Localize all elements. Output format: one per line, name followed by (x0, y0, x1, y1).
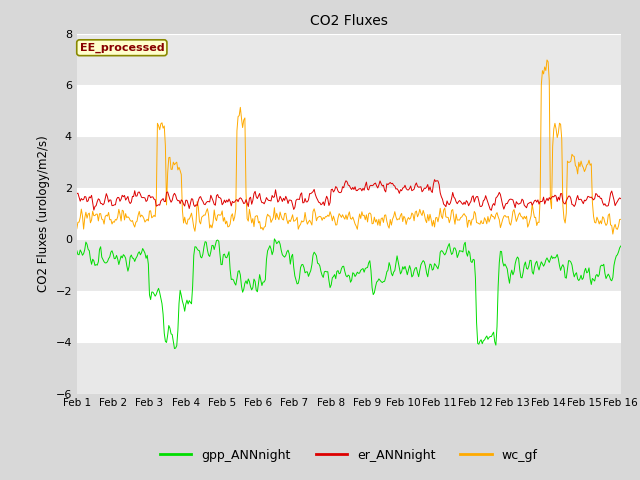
Legend: gpp_ANNnight, er_ANNnight, wc_gf: gpp_ANNnight, er_ANNnight, wc_gf (155, 444, 543, 467)
Bar (77, 240, 621, 291)
Bar (77, 342, 621, 394)
Bar (77, 34, 621, 85)
Bar (77, 136, 621, 188)
Title: CO2 Fluxes: CO2 Fluxes (310, 14, 388, 28)
Text: EE_processed: EE_processed (79, 43, 164, 53)
Y-axis label: CO2 Fluxes (urology/m2/s): CO2 Fluxes (urology/m2/s) (37, 135, 50, 292)
